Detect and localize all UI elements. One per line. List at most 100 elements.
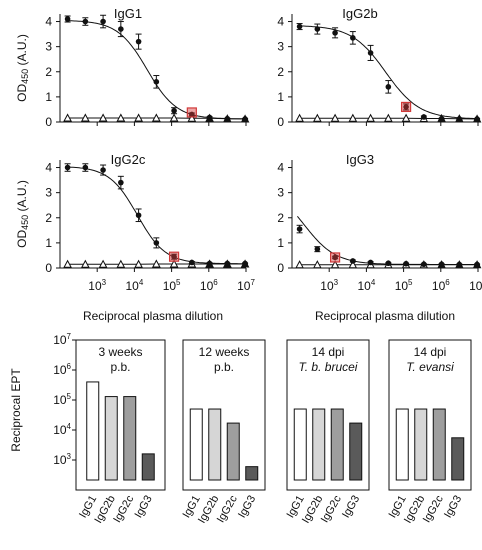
data-point: [135, 212, 142, 219]
control-point: [116, 259, 126, 268]
curve-panel-4: 0 1 2 3 4 103 104 105 106 107 IgG3 Reciprocal plasm…: [277, 152, 482, 323]
y-tick-label: 1: [45, 236, 52, 250]
data-point: [100, 18, 106, 25]
control-point: [98, 259, 108, 268]
fit-curve: [65, 166, 246, 265]
control-point: [134, 259, 143, 268]
panel-subtitle: p.b.: [214, 360, 234, 374]
bar: [141, 453, 155, 481]
data-point: [350, 258, 356, 264]
data-point: [421, 261, 427, 268]
control-point: [348, 113, 358, 122]
bar: [245, 466, 259, 481]
bar: [226, 422, 240, 481]
y-tick-label: 106: [53, 362, 71, 377]
category-label: IgG2c: [421, 493, 446, 525]
y-tick-label: 3: [45, 40, 52, 54]
y-tick-label: 103: [53, 452, 71, 467]
y-tick-label: 0: [277, 261, 284, 275]
control-point: [169, 113, 179, 122]
data-point: [64, 164, 71, 171]
data-point: [421, 114, 427, 120]
fit-curve: [297, 215, 478, 265]
category-label: IgG3: [340, 494, 362, 521]
bar: [208, 408, 222, 481]
control-point: [384, 113, 393, 122]
data-point: [403, 104, 409, 110]
x-tick-label: 106: [432, 278, 450, 293]
data-point: [153, 79, 160, 85]
data-point: [438, 261, 445, 268]
control-point: [81, 113, 90, 122]
panel-title: IgG1: [114, 6, 142, 21]
bar: [312, 408, 326, 481]
panel-title: IgG2b: [342, 6, 377, 21]
control-point: [313, 113, 322, 122]
data-point: [314, 26, 321, 32]
y-tick-label: 1: [277, 90, 284, 104]
y-tick-label: 4: [277, 161, 284, 175]
panel-subtitle: T. b. brucei: [299, 360, 358, 374]
control-point: [152, 113, 161, 122]
bar: [86, 381, 100, 481]
panel-title: IgG3: [346, 152, 374, 167]
y-tick-label: 1: [45, 90, 52, 104]
data-point: [135, 38, 142, 45]
panel-subtitle: T. evansi: [406, 360, 454, 374]
curve-panel-2: 0 1 2 3 4 IgG2b: [277, 6, 482, 129]
x-tick-label: 103: [88, 278, 106, 293]
control-point: [63, 113, 72, 122]
y-tick-label: 104: [53, 422, 71, 437]
y-axis-label: OD450 (A.U.): [15, 180, 30, 248]
data-point: [350, 35, 356, 41]
panel-title: 12 weeks: [199, 345, 250, 359]
data-point: [153, 240, 160, 246]
y-tick-label: 0: [45, 115, 52, 129]
panel-frame: [388, 339, 472, 491]
control-point: [401, 113, 411, 122]
panel-subtitle: p.b.: [110, 360, 130, 374]
data-point: [367, 50, 374, 56]
data-point: [118, 179, 124, 186]
panel-title: 3 weeks: [98, 345, 142, 359]
y-axis-label: OD450 (A.U.): [15, 34, 30, 102]
bar: [349, 422, 363, 481]
y-tick-label: 4: [45, 161, 52, 175]
data-point: [118, 26, 124, 32]
data-point: [456, 116, 463, 122]
category-label: IgG2c: [319, 493, 344, 525]
y-tick-label: 2: [45, 211, 52, 225]
data-point: [314, 246, 321, 252]
data-point: [189, 111, 195, 118]
panel-title: 14 dpi: [312, 345, 345, 359]
data-point: [82, 164, 89, 171]
bar: [395, 408, 409, 481]
x-axis-label: Reciprocal plasma dilution: [315, 309, 455, 323]
control-point: [366, 113, 375, 122]
y-tick-label: 2: [45, 65, 52, 79]
bar: [104, 396, 118, 481]
control-point: [330, 260, 340, 269]
data-point: [385, 84, 392, 90]
control-point: [187, 113, 197, 122]
category-label: IgG3: [442, 494, 464, 521]
category-label: IgG3: [236, 494, 258, 521]
y-axis-label: Reciprocal EPT: [9, 368, 23, 452]
data-point: [403, 260, 409, 267]
data-point: [206, 114, 213, 121]
bar: [123, 396, 137, 481]
y-tick-label: 3: [277, 186, 284, 200]
y-tick-label: 3: [45, 186, 52, 200]
y-tick-label: 107: [53, 332, 71, 347]
panel-title: IgG2c: [111, 152, 146, 167]
panel-frame: [182, 339, 266, 491]
data-point: [64, 16, 71, 22]
bar: [293, 408, 307, 481]
endpoint-marker: [400, 101, 412, 113]
y-tick-label: 1: [277, 236, 284, 250]
y-tick-label: 3: [277, 40, 284, 54]
